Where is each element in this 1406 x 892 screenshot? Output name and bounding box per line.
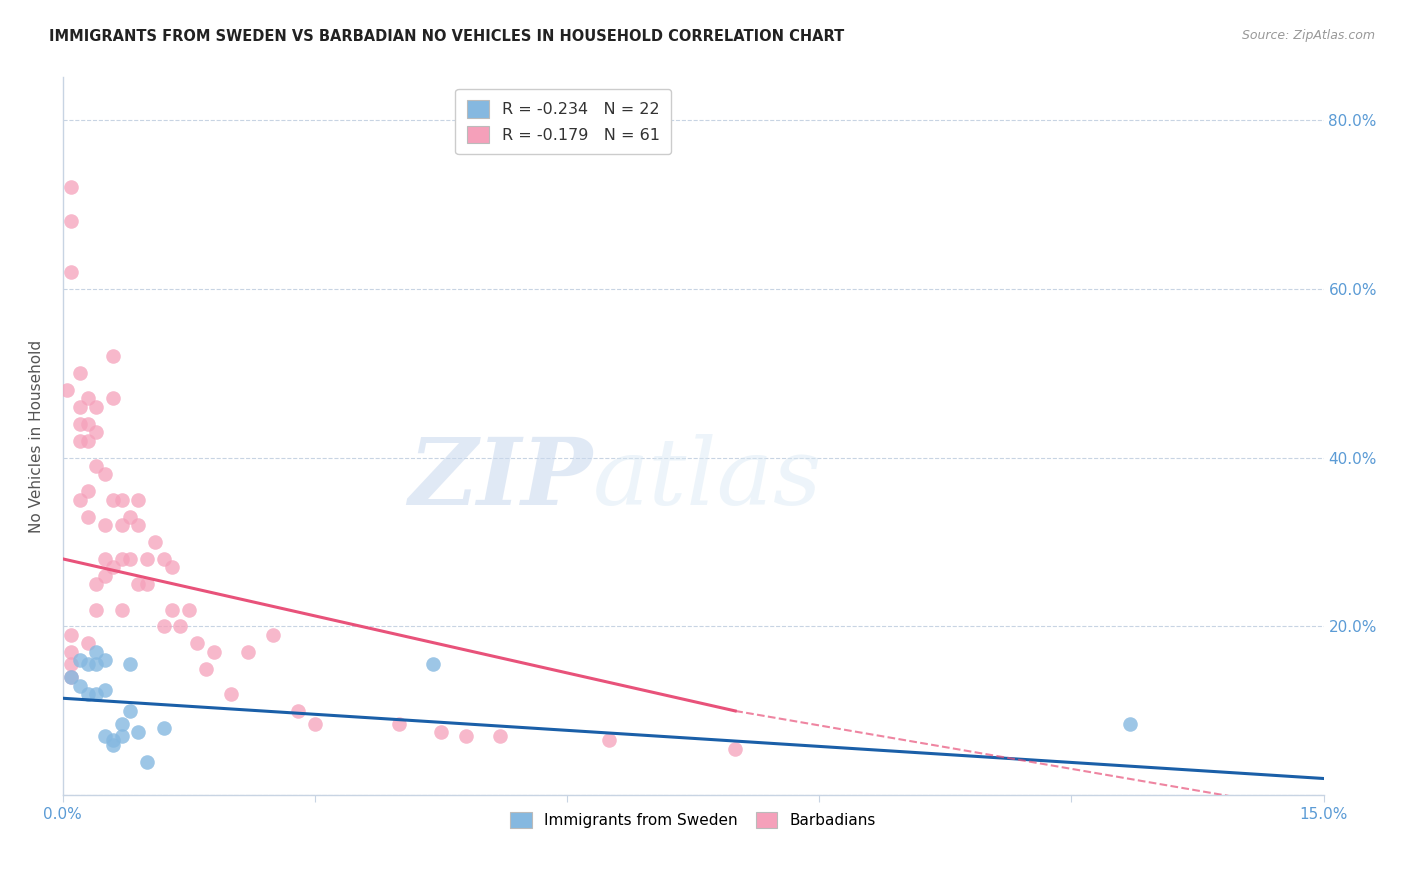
Point <box>127 492 149 507</box>
Point <box>111 602 134 616</box>
Point <box>69 492 91 507</box>
Point <box>60 265 83 279</box>
Point <box>724 742 747 756</box>
Point <box>60 628 83 642</box>
Point <box>94 552 117 566</box>
Point <box>456 729 478 743</box>
Point <box>86 458 108 473</box>
Point <box>118 509 141 524</box>
Point <box>169 619 191 633</box>
Point <box>111 518 134 533</box>
Point <box>388 716 411 731</box>
Point <box>77 417 100 431</box>
Point <box>236 645 259 659</box>
Point <box>304 716 326 731</box>
Point <box>103 492 125 507</box>
Point <box>598 733 620 747</box>
Point <box>152 552 174 566</box>
Text: atlas: atlas <box>592 434 823 524</box>
Point <box>69 400 91 414</box>
Point <box>86 657 108 672</box>
Point <box>77 636 100 650</box>
Point <box>56 383 79 397</box>
Point <box>135 755 157 769</box>
Point <box>160 602 183 616</box>
Point <box>111 729 134 743</box>
Point <box>118 552 141 566</box>
Point <box>77 392 100 406</box>
Point <box>94 518 117 533</box>
Point <box>287 704 309 718</box>
Point <box>86 425 108 440</box>
Text: IMMIGRANTS FROM SWEDEN VS BARBADIAN NO VEHICLES IN HOUSEHOLD CORRELATION CHART: IMMIGRANTS FROM SWEDEN VS BARBADIAN NO V… <box>49 29 845 44</box>
Point <box>111 716 134 731</box>
Point <box>86 602 108 616</box>
Point <box>103 733 125 747</box>
Point <box>135 552 157 566</box>
Point <box>77 484 100 499</box>
Point <box>194 662 217 676</box>
Point <box>262 628 284 642</box>
Point <box>103 349 125 363</box>
Legend: Immigrants from Sweden, Barbadians: Immigrants from Sweden, Barbadians <box>505 805 882 834</box>
Point <box>186 636 208 650</box>
Point <box>489 729 512 743</box>
Point <box>1119 716 1142 731</box>
Point <box>69 679 91 693</box>
Point <box>103 738 125 752</box>
Point <box>422 657 444 672</box>
Point <box>60 214 83 228</box>
Point <box>60 645 83 659</box>
Point <box>69 417 91 431</box>
Point <box>60 180 83 194</box>
Point <box>160 560 183 574</box>
Point <box>202 645 225 659</box>
Point <box>60 657 83 672</box>
Point <box>77 434 100 448</box>
Point <box>103 392 125 406</box>
Point <box>135 577 157 591</box>
Point <box>86 645 108 659</box>
Point <box>77 509 100 524</box>
Point <box>430 725 453 739</box>
Point <box>94 653 117 667</box>
Point <box>86 577 108 591</box>
Point <box>143 535 166 549</box>
Point <box>111 552 134 566</box>
Y-axis label: No Vehicles in Household: No Vehicles in Household <box>30 340 44 533</box>
Point <box>152 721 174 735</box>
Point <box>60 670 83 684</box>
Point <box>127 725 149 739</box>
Text: Source: ZipAtlas.com: Source: ZipAtlas.com <box>1241 29 1375 42</box>
Point <box>219 687 242 701</box>
Point <box>77 657 100 672</box>
Point <box>103 560 125 574</box>
Point <box>94 568 117 582</box>
Point <box>86 687 108 701</box>
Point <box>127 577 149 591</box>
Point <box>94 729 117 743</box>
Point <box>127 518 149 533</box>
Point <box>69 434 91 448</box>
Point <box>69 653 91 667</box>
Point <box>177 602 200 616</box>
Point <box>118 657 141 672</box>
Point <box>69 366 91 380</box>
Point <box>60 670 83 684</box>
Point <box>152 619 174 633</box>
Point <box>86 400 108 414</box>
Point <box>94 682 117 697</box>
Point <box>77 687 100 701</box>
Text: ZIP: ZIP <box>408 434 592 524</box>
Point <box>118 704 141 718</box>
Point <box>111 492 134 507</box>
Point <box>94 467 117 482</box>
